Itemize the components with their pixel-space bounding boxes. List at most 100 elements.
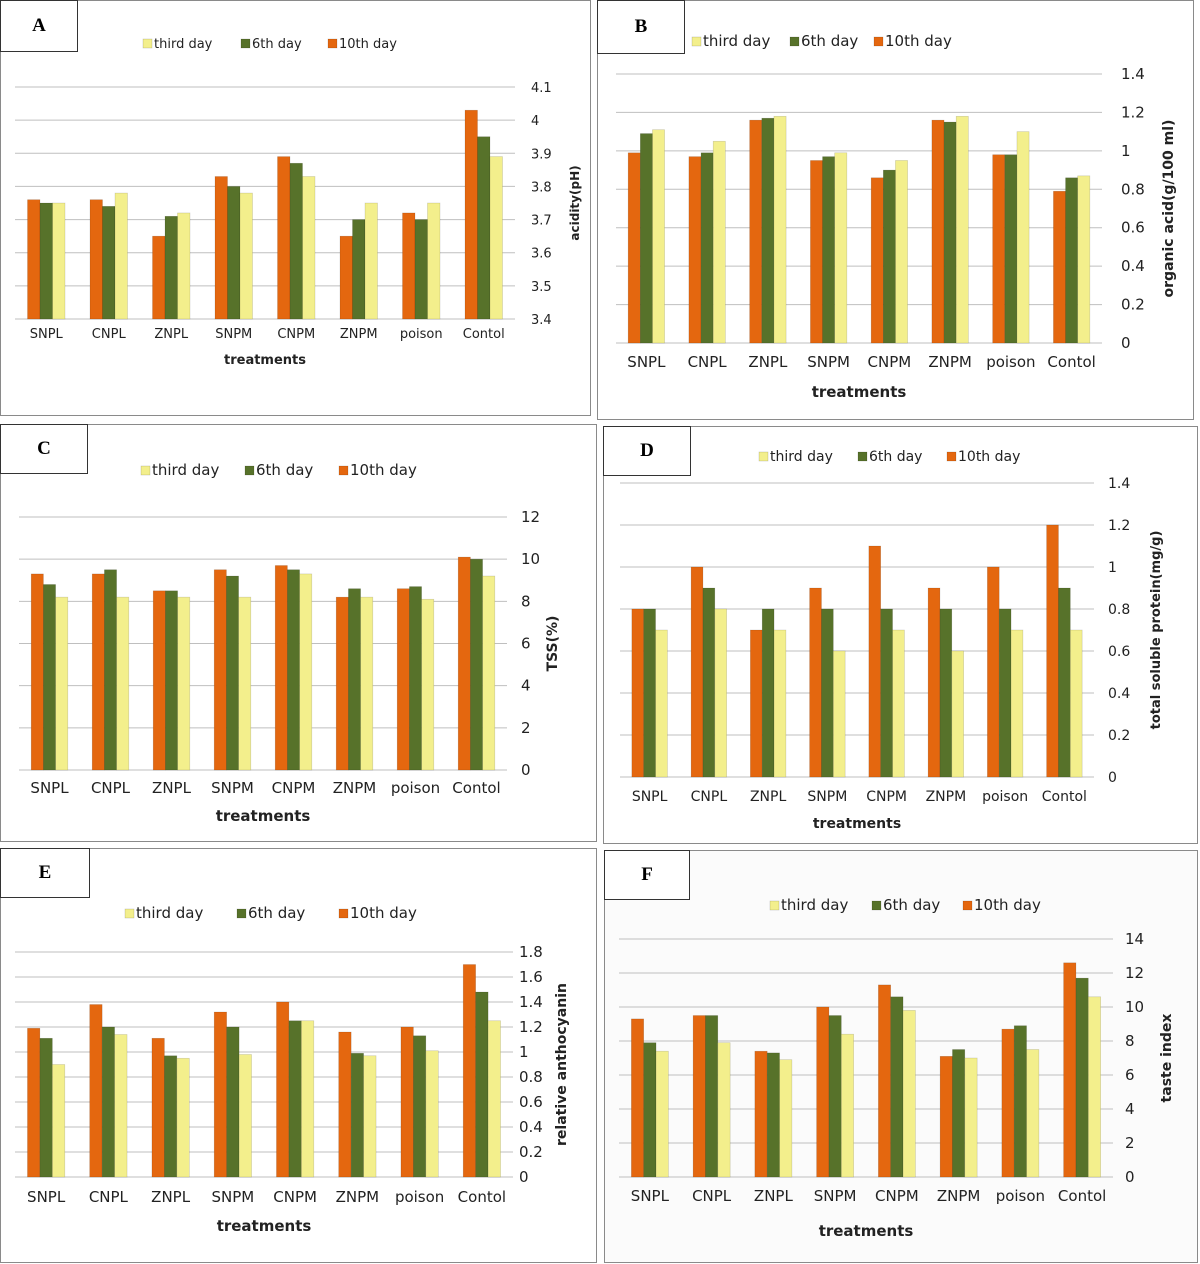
bar-third-day (1069, 629, 1083, 778)
chart-panel-e: E 0 0.2 0.4 0.6 0.8 1 1.2 1.4 1.6 1.8 SNPL CNPL ZNPL… (0, 848, 597, 1263)
bar-10th-day (749, 119, 763, 344)
legend-label-10th-day: 10th day (350, 461, 417, 479)
bar-6th-day (639, 133, 653, 344)
bar-10th-day (810, 160, 823, 344)
y-tick-label: 14 (1125, 930, 1144, 948)
bar-10th-day (688, 156, 702, 344)
y-tick-label: 12 (521, 508, 540, 526)
panel-label-d: D (603, 426, 691, 476)
y-tick-label: 1.8 (519, 943, 543, 961)
bar-third-day (52, 1064, 66, 1178)
y-tick-label: 3.7 (531, 214, 552, 229)
bar-10th-day (878, 984, 892, 1178)
bar-third-day (482, 575, 496, 771)
x-tick-label: SNPL (27, 1188, 66, 1206)
y-tick-label: 0.8 (519, 1068, 543, 1086)
bar-10th-day (276, 1001, 290, 1178)
x-tick-label: poison (996, 1187, 1045, 1205)
x-tick-label: Contol (463, 327, 505, 342)
y-tick-label: 1.4 (519, 993, 543, 1011)
y-tick-label: 6 (1125, 1066, 1135, 1084)
x-tick-label: ZNPL (152, 779, 192, 797)
y-tick-label: 0 (519, 1168, 529, 1186)
y-tick-label: 0 (521, 761, 531, 779)
y-tick-label: 3.4 (531, 313, 552, 328)
bar-6th-day (43, 584, 56, 771)
bar-10th-day (631, 1018, 645, 1178)
chart-f: 0 2 4 6 8 10 12 14 SNPL CNPL ZNPL SNPM CNPM ZNPM poiso… (619, 896, 1175, 1240)
legend-swatch-6th-day (871, 900, 882, 911)
bar-third-day (714, 608, 727, 778)
legend-label-third-day: third day (781, 896, 848, 914)
x-tick-label: SNPL (30, 327, 64, 342)
x-tick-label: CNPM (277, 327, 315, 342)
legend-swatch-third-day (142, 38, 153, 49)
bar-third-day (301, 1020, 315, 1178)
x-tick-label: SNPM (807, 353, 850, 371)
bar-6th-day (164, 1055, 178, 1178)
bar-third-day (964, 1057, 978, 1178)
bar-6th-day (952, 1049, 966, 1178)
bar-6th-day (101, 1026, 115, 1178)
bar-6th-day (882, 169, 896, 344)
bar-third-day (833, 650, 846, 778)
bar-third-day (177, 596, 191, 771)
y-axis-title: total soluble protein(mg/g) (1149, 531, 1164, 730)
y-axis-title: organic acid(g/100 ml) (1161, 120, 1177, 298)
chart-b: 0 0.2 0.4 0.6 0.8 1 1.2 1.4 SNPL CNPL ZNPL SNPM CNPM… (616, 32, 1177, 401)
x-tick-label: CNPM (272, 779, 316, 797)
bar-6th-day (352, 219, 366, 320)
legend-swatch-third-day (691, 36, 702, 47)
x-tick-label: SNPM (211, 779, 254, 797)
x-tick-label: ZNPL (151, 1188, 191, 1206)
bar-6th-day (822, 156, 836, 344)
bar-6th-day (1058, 587, 1071, 778)
bar-6th-day (409, 586, 422, 771)
legend-label-6th-day: 6th day (256, 461, 313, 479)
bar-10th-day (1063, 962, 1077, 1178)
bar-10th-day (151, 1037, 165, 1178)
x-tick-label: ZNPL (750, 789, 787, 805)
bar-6th-day (766, 1052, 780, 1178)
y-tick-label: 4.1 (531, 81, 552, 96)
y-tick-label: 0.4 (1121, 257, 1145, 275)
legend-swatch-third-day (140, 465, 151, 476)
bar-third-day (299, 573, 313, 771)
legend-swatch-10th-day (946, 451, 957, 462)
chart-panel-a: A 3.4 3.5 3.6 3.7 3.8 3.9 4 4.1 SNPL CNPL ZNPL SNPM… (0, 0, 591, 416)
x-tick-label: Contol (1058, 1187, 1106, 1205)
bar-third-day (773, 629, 787, 778)
bar-6th-day (761, 117, 775, 344)
legend-swatch-third-day (124, 908, 135, 919)
bar-third-day (52, 202, 66, 320)
chart-panel-b: B 0 0.2 0.4 0.6 0.8 1 1.2 1.4 SNPL CNPL ZNPL SNPM CN… (597, 0, 1194, 420)
bar-10th-day (339, 235, 353, 320)
bar-6th-day (102, 206, 116, 320)
legend-label-10th-day: 10th day (958, 449, 1020, 465)
x-axis-title: treatments (813, 816, 901, 832)
y-tick-label: 3.5 (531, 280, 552, 295)
y-tick-label: 0 (1121, 334, 1131, 352)
bar-6th-day (348, 588, 361, 771)
bar-third-day (841, 1033, 854, 1178)
bar-6th-day (289, 162, 303, 320)
bar-third-day (773, 115, 787, 344)
bar-third-day (425, 1050, 439, 1178)
x-tick-label: SNPL (627, 353, 666, 371)
bar-third-day (55, 596, 69, 771)
x-axis-title: treatments (217, 1217, 312, 1235)
bar-third-day (427, 202, 441, 320)
bar-6th-day (165, 590, 178, 771)
bar-10th-day (89, 199, 103, 320)
bar-third-day (360, 596, 374, 771)
bar-third-day (1010, 629, 1024, 778)
legend-label-third-day: third day (152, 461, 219, 479)
y-tick-label: 4 (531, 114, 539, 129)
bar-6th-day (350, 1052, 364, 1178)
legend-swatch-10th-day (962, 900, 973, 911)
bar-10th-day (870, 177, 884, 344)
bar-third-day (487, 1020, 501, 1178)
bar-6th-day (226, 1026, 240, 1178)
y-tick-label: 6 (521, 635, 531, 653)
y-tick-label: 0 (1108, 770, 1117, 786)
